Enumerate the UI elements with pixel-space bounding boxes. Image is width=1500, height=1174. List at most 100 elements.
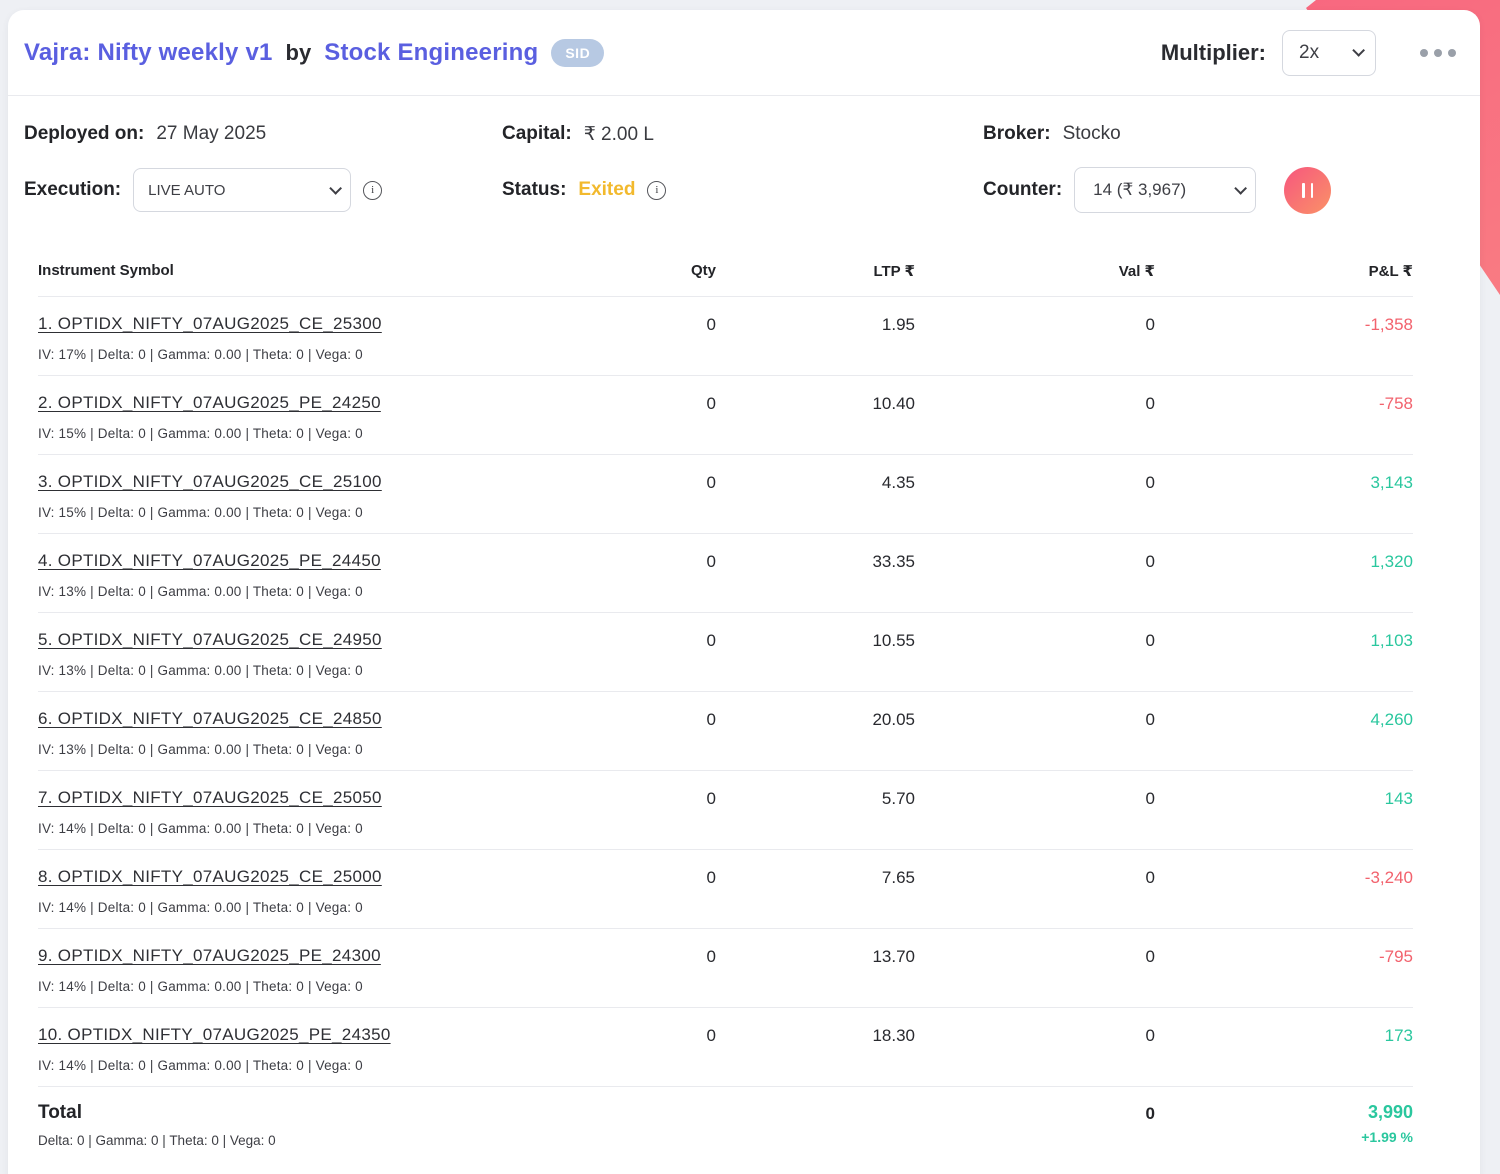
pnl-value: -1,358 [1364, 315, 1413, 334]
table-body: 1. OPTIDX_NIFTY_07AUG2025_CE_25300 IV: 1… [38, 297, 1413, 1087]
qty-value: 0 [706, 315, 716, 334]
info-section: Deployed on: 27 May 2025 Capital: ₹ 2.00… [8, 96, 1480, 238]
ltp-value: 10.40 [872, 394, 915, 413]
multiplier-select[interactable]: 2x [1282, 29, 1376, 76]
capital-cell: Capital: ₹ 2.00 L [502, 116, 983, 152]
broker-cell: Broker: Stocko [983, 116, 1464, 152]
instrument-link[interactable]: 5. OPTIDX_NIFTY_07AUG2025_CE_24950 [38, 630, 382, 649]
execution-cell: Execution: LIVE AUTO i [24, 166, 502, 214]
instrument-link[interactable]: 1. OPTIDX_NIFTY_07AUG2025_CE_25300 [38, 314, 382, 333]
ltp-value: 20.05 [872, 710, 915, 729]
more-menu-button[interactable] [1418, 43, 1458, 63]
table-row: 3. OPTIDX_NIFTY_07AUG2025_CE_25100 IV: 1… [38, 455, 1413, 534]
val-value: 0 [1145, 1026, 1155, 1045]
positions-table: Instrument Symbol Qty LTP ₹ Val ₹ P&L ₹ … [8, 238, 1480, 1174]
val-value: 0 [1145, 315, 1155, 334]
val-value: 0 [1145, 789, 1155, 808]
author-link[interactable]: Stock Engineering [324, 38, 539, 66]
table-row: 7. OPTIDX_NIFTY_07AUG2025_CE_25050 IV: 1… [38, 771, 1413, 850]
qty-value: 0 [706, 868, 716, 887]
instrument-link[interactable]: 4. OPTIDX_NIFTY_07AUG2025_PE_24450 [38, 551, 381, 570]
deployed-cell: Deployed on: 27 May 2025 [24, 116, 502, 152]
strategy-card: Vajra: Nifty weekly v1 by Stock Engineer… [8, 10, 1480, 1174]
counter-value: 14 (₹ 3,967) [1093, 180, 1187, 199]
execution-label: Execution: [24, 179, 122, 200]
total-row: Total Delta: 0 | Gamma: 0 | Theta: 0 | V… [38, 1087, 1413, 1158]
qty-value: 0 [706, 552, 716, 571]
qty-value: 0 [706, 947, 716, 966]
pause-icon [1302, 182, 1305, 198]
qty-value: 0 [706, 789, 716, 808]
ltp-value: 13.70 [872, 947, 915, 966]
greeks-text: IV: 14% | Delta: 0 | Gamma: 0.00 | Theta… [38, 979, 363, 994]
pnl-value: 3,143 [1370, 473, 1413, 492]
capital-label: Capital: [502, 123, 572, 144]
execution-info-icon[interactable]: i [363, 180, 383, 200]
table-row: 1. OPTIDX_NIFTY_07AUG2025_CE_25300 IV: 1… [38, 297, 1413, 376]
by-label: by [285, 39, 312, 65]
instrument-link[interactable]: 8. OPTIDX_NIFTY_07AUG2025_CE_25000 [38, 867, 382, 886]
ltp-value: 5.70 [881, 789, 915, 808]
col-ltp: LTP ₹ [873, 263, 915, 280]
ltp-value: 33.35 [872, 552, 915, 571]
greeks-text: IV: 13% | Delta: 0 | Gamma: 0.00 | Theta… [38, 742, 363, 757]
qty-value: 0 [706, 473, 716, 492]
greeks-text: IV: 13% | Delta: 0 | Gamma: 0.00 | Theta… [38, 663, 363, 678]
col-val: Val ₹ [1118, 263, 1155, 280]
deployed-label: Deployed on: [24, 123, 145, 144]
instrument-link[interactable]: 3. OPTIDX_NIFTY_07AUG2025_CE_25100 [38, 472, 382, 491]
status-cell: Status: Exited i [502, 166, 983, 214]
execution-value: LIVE AUTO [148, 181, 226, 199]
greeks-text: IV: 15% | Delta: 0 | Gamma: 0.00 | Theta… [38, 505, 363, 520]
col-instrument: Instrument Symbol [38, 262, 174, 279]
qty-value: 0 [706, 631, 716, 650]
ltp-value: 7.65 [881, 868, 915, 887]
greeks-text: IV: 14% | Delta: 0 | Gamma: 0.00 | Theta… [38, 900, 363, 915]
chevron-down-icon [329, 181, 343, 195]
counter-label: Counter: [983, 179, 1063, 200]
title-group: Vajra: Nifty weekly v1 by Stock Engineer… [24, 38, 605, 67]
counter-select[interactable]: 14 (₹ 3,967) [1074, 167, 1257, 213]
instrument-link[interactable]: 9. OPTIDX_NIFTY_07AUG2025_PE_24300 [38, 946, 381, 965]
instrument-link[interactable]: 7. OPTIDX_NIFTY_07AUG2025_CE_25050 [38, 788, 382, 807]
table-row: 6. OPTIDX_NIFTY_07AUG2025_CE_24850 IV: 1… [38, 692, 1413, 771]
execution-select[interactable]: LIVE AUTO [133, 168, 352, 212]
instrument-link[interactable]: 2. OPTIDX_NIFTY_07AUG2025_PE_24250 [38, 393, 381, 412]
val-value: 0 [1145, 710, 1155, 729]
val-value: 0 [1145, 552, 1155, 571]
header-right: Multiplier: 2x [1161, 29, 1458, 76]
col-pnl: P&L ₹ [1368, 263, 1413, 280]
ltp-value: 10.55 [872, 631, 915, 650]
col-qty: Qty [690, 262, 716, 279]
qty-value: 0 [706, 710, 716, 729]
greeks-text: IV: 13% | Delta: 0 | Gamma: 0.00 | Theta… [38, 584, 363, 599]
greeks-text: IV: 17% | Delta: 0 | Gamma: 0.00 | Theta… [38, 347, 363, 362]
instrument-link[interactable]: 10. OPTIDX_NIFTY_07AUG2025_PE_24350 [38, 1025, 391, 1044]
greeks-text: IV: 15% | Delta: 0 | Gamma: 0.00 | Theta… [38, 426, 363, 441]
val-value: 0 [1145, 947, 1155, 966]
instrument-link[interactable]: 6. OPTIDX_NIFTY_07AUG2025_CE_24850 [38, 709, 382, 728]
val-value: 0 [1145, 394, 1155, 413]
multiplier-value: 2x [1299, 41, 1320, 63]
table-row: 9. OPTIDX_NIFTY_07AUG2025_PE_24300 IV: 1… [38, 929, 1413, 1008]
qty-value: 0 [706, 394, 716, 413]
capital-value: ₹ 2.00 L [583, 123, 654, 145]
status-value: Exited [578, 179, 636, 200]
table-row: 10. OPTIDX_NIFTY_07AUG2025_PE_24350 IV: … [38, 1008, 1413, 1087]
sid-badge: SID [551, 38, 605, 67]
ltp-value: 1.95 [881, 315, 915, 334]
table-row: 5. OPTIDX_NIFTY_07AUG2025_CE_24950 IV: 1… [38, 613, 1413, 692]
val-value: 0 [1145, 473, 1155, 492]
status-info-icon[interactable]: i [647, 180, 667, 200]
pnl-value: 1,103 [1370, 631, 1413, 650]
pnl-value: 4,260 [1370, 710, 1413, 729]
strategy-title: Vajra: Nifty weekly v1 [24, 38, 273, 66]
val-value: 0 [1145, 631, 1155, 650]
table-row: 2. OPTIDX_NIFTY_07AUG2025_PE_24250 IV: 1… [38, 376, 1413, 455]
pnl-value: -3,240 [1364, 868, 1413, 887]
broker-label: Broker: [983, 123, 1051, 144]
pause-button[interactable] [1284, 166, 1332, 214]
val-value: 0 [1145, 868, 1155, 887]
greeks-text: IV: 14% | Delta: 0 | Gamma: 0.00 | Theta… [38, 1058, 363, 1073]
